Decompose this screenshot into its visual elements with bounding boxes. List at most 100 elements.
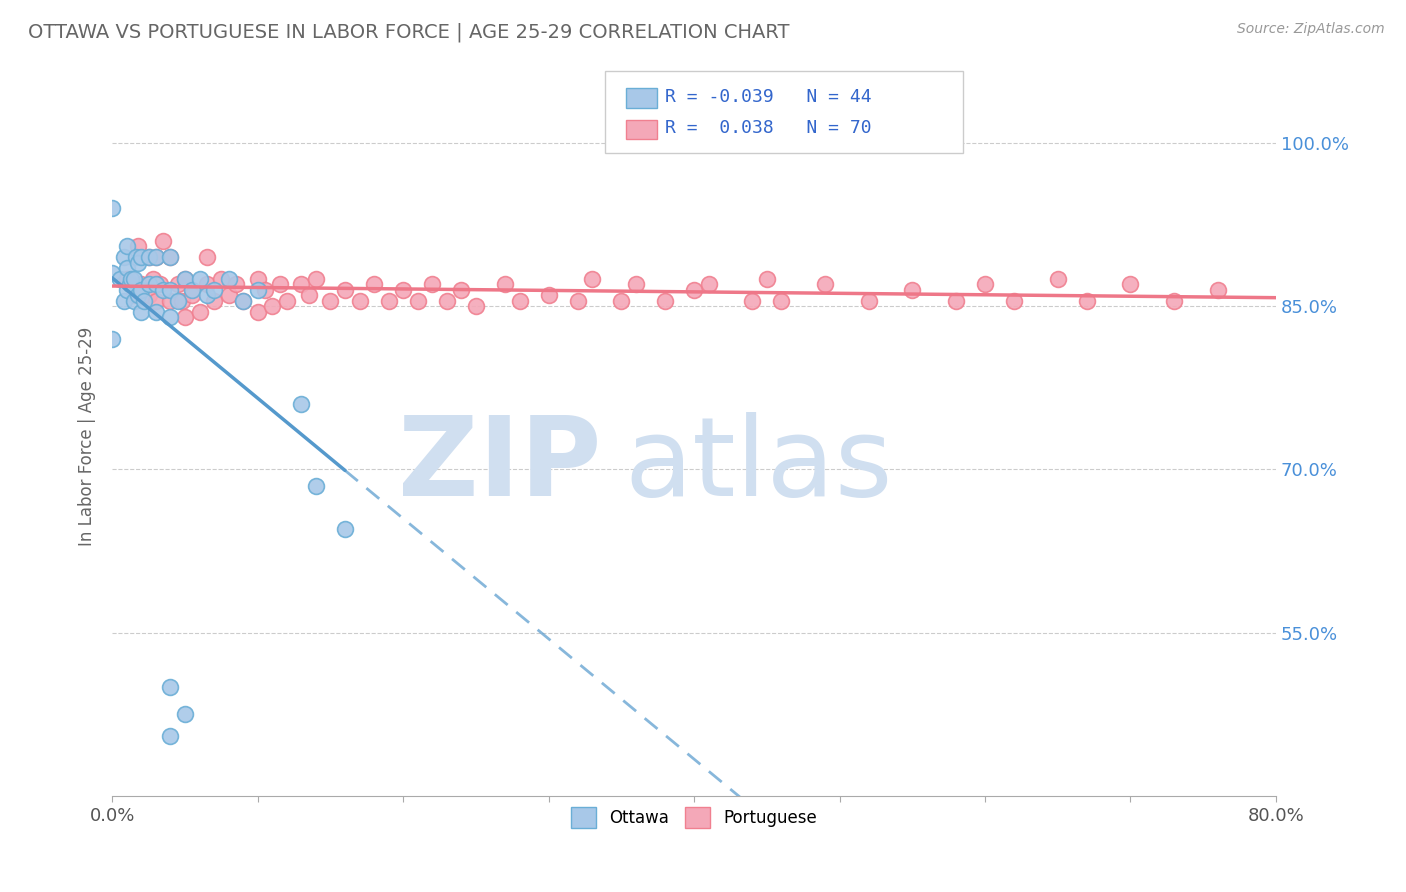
Point bbox=[225, 277, 247, 292]
Point bbox=[115, 283, 138, 297]
Point bbox=[108, 272, 131, 286]
Point bbox=[118, 277, 141, 292]
Point bbox=[101, 201, 124, 215]
Point bbox=[159, 729, 181, 743]
Text: ZIP: ZIP bbox=[398, 412, 600, 519]
Text: Source: ZipAtlas.com: Source: ZipAtlas.com bbox=[1237, 22, 1385, 37]
Point bbox=[181, 283, 204, 297]
Point bbox=[145, 304, 167, 318]
Point bbox=[246, 272, 269, 286]
Point bbox=[581, 272, 603, 286]
Point bbox=[122, 272, 145, 286]
Point bbox=[195, 250, 218, 264]
Point bbox=[195, 288, 218, 302]
Point bbox=[115, 239, 138, 253]
Point bbox=[170, 293, 193, 308]
Point bbox=[305, 479, 328, 493]
Text: R = -0.039   N = 44: R = -0.039 N = 44 bbox=[665, 88, 872, 106]
Point bbox=[974, 277, 997, 292]
Point bbox=[152, 283, 174, 297]
Point bbox=[305, 272, 328, 286]
Point bbox=[174, 310, 197, 324]
Point bbox=[159, 293, 181, 308]
Point bbox=[253, 283, 276, 297]
Point bbox=[276, 293, 298, 308]
Point bbox=[319, 293, 342, 308]
Point bbox=[134, 293, 156, 308]
Point bbox=[246, 304, 269, 318]
Point bbox=[145, 250, 167, 264]
Point bbox=[654, 293, 676, 308]
Text: R =  0.038   N = 70: R = 0.038 N = 70 bbox=[665, 120, 872, 137]
Point bbox=[145, 277, 167, 292]
Point bbox=[122, 288, 145, 302]
Point bbox=[202, 283, 225, 297]
Point bbox=[166, 277, 188, 292]
Point bbox=[814, 277, 837, 292]
Point bbox=[1076, 293, 1098, 308]
Point bbox=[741, 293, 763, 308]
Point bbox=[131, 277, 153, 292]
Point bbox=[290, 277, 312, 292]
Point bbox=[209, 272, 232, 286]
Point bbox=[1206, 283, 1229, 297]
Point bbox=[450, 283, 472, 297]
Text: OTTAWA VS PORTUGUESE IN LABOR FORCE | AGE 25-29 CORRELATION CHART: OTTAWA VS PORTUGUESE IN LABOR FORCE | AG… bbox=[28, 22, 790, 42]
Point bbox=[246, 283, 269, 297]
Point bbox=[138, 288, 160, 302]
Point bbox=[1163, 293, 1185, 308]
Point bbox=[697, 277, 720, 292]
Point bbox=[755, 272, 778, 286]
Point bbox=[159, 680, 181, 694]
Point bbox=[181, 288, 204, 302]
Point bbox=[159, 283, 181, 297]
Point bbox=[202, 293, 225, 308]
Point bbox=[770, 293, 793, 308]
Point bbox=[138, 250, 160, 264]
Point bbox=[262, 299, 284, 313]
Point bbox=[406, 293, 429, 308]
Point bbox=[377, 293, 399, 308]
Legend: Ottawa, Portuguese: Ottawa, Portuguese bbox=[564, 801, 824, 835]
Point bbox=[131, 250, 153, 264]
Point bbox=[1046, 272, 1069, 286]
Point bbox=[494, 277, 516, 292]
Point bbox=[122, 293, 145, 308]
Point bbox=[131, 304, 153, 318]
Point bbox=[188, 304, 211, 318]
Point bbox=[127, 239, 149, 253]
Point bbox=[145, 250, 167, 264]
Point bbox=[115, 260, 138, 275]
Point bbox=[610, 293, 633, 308]
Point bbox=[333, 522, 356, 536]
Point bbox=[349, 293, 371, 308]
Point bbox=[683, 283, 706, 297]
Point bbox=[101, 267, 124, 281]
Point bbox=[195, 277, 218, 292]
Point bbox=[624, 277, 647, 292]
Point bbox=[188, 272, 211, 286]
Point bbox=[858, 293, 880, 308]
Point bbox=[174, 272, 197, 286]
Point bbox=[159, 250, 181, 264]
Point bbox=[232, 293, 254, 308]
Point bbox=[142, 272, 165, 286]
Point bbox=[131, 283, 153, 297]
Text: atlas: atlas bbox=[624, 412, 893, 519]
Point bbox=[269, 277, 291, 292]
Point bbox=[152, 234, 174, 248]
Point bbox=[166, 293, 188, 308]
Point bbox=[124, 250, 146, 264]
Point bbox=[120, 272, 142, 286]
Y-axis label: In Labor Force | Age 25-29: In Labor Force | Age 25-29 bbox=[79, 327, 96, 547]
Point bbox=[138, 250, 160, 264]
Point bbox=[112, 250, 135, 264]
Point bbox=[945, 293, 967, 308]
Point bbox=[298, 288, 321, 302]
Point bbox=[464, 299, 486, 313]
Point bbox=[101, 332, 124, 346]
Point bbox=[145, 293, 167, 308]
Point bbox=[218, 288, 240, 302]
Point bbox=[333, 283, 356, 297]
Point bbox=[1002, 293, 1025, 308]
